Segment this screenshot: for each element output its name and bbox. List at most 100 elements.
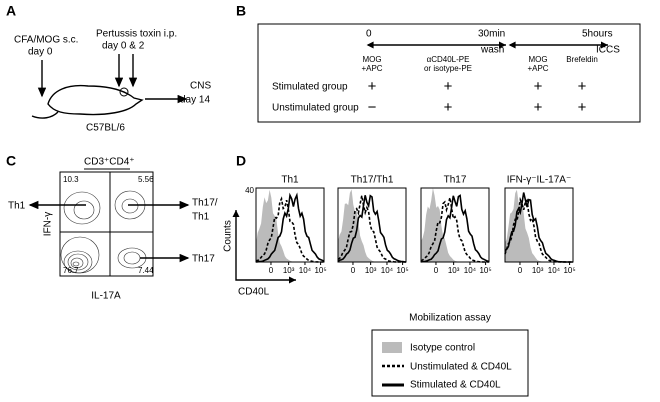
- injection-text: CFA/MOG s.c.: [14, 35, 78, 46]
- row-label: Stimulated group: [272, 82, 348, 93]
- time-label: 5hours: [582, 29, 613, 40]
- y-axis-label: Counts: [223, 220, 234, 252]
- column-label: or isotype-PE: [424, 64, 472, 73]
- mouse: [31, 84, 144, 119]
- x-tick-label: 10⁴: [299, 266, 312, 275]
- time-label: 30min: [478, 29, 505, 40]
- plot-title: Th17/Th1: [351, 175, 394, 186]
- protocol-box: [257, 23, 641, 123]
- panel-b: B 0 30min 5hours wash ICCS MOG+APCαCD40L…: [236, 3, 641, 123]
- column-label: +APC: [527, 64, 548, 73]
- row-mark: +: [444, 99, 453, 116]
- x-tick-label: 10⁵: [396, 266, 408, 275]
- panel-label: A: [6, 3, 16, 19]
- plot-frame: [504, 187, 574, 263]
- row-mark: +: [578, 78, 587, 95]
- x-tick-label: 0: [518, 266, 523, 275]
- unstimulated-curve: [255, 196, 324, 263]
- panel-label: D: [236, 153, 246, 169]
- gate-label: Th17/: [192, 198, 218, 209]
- target-text: CNS: [190, 81, 211, 92]
- row-mark: +: [534, 99, 543, 116]
- mouse-ear: [119, 87, 129, 97]
- column-label: Brefeldin: [566, 55, 598, 64]
- x-tick-label: 0: [351, 266, 356, 275]
- gate-label: Th1: [192, 212, 210, 223]
- x-tick-label: 10³: [532, 266, 544, 275]
- rows: Stimulated group + + + + Unstimulated group − +…: [272, 78, 587, 116]
- row-mark: +: [368, 78, 377, 95]
- x-tick-label: 10⁵: [479, 266, 491, 275]
- column-label: +APC: [361, 64, 382, 73]
- plot-title: IFN-γ⁻IL-17A⁻: [507, 175, 571, 186]
- legend-item: Unstimulated & CD40L: [410, 362, 512, 373]
- isotype-curve: [505, 189, 573, 262]
- x-tick-label: 10³: [448, 266, 460, 275]
- x-tick-label: 10⁵: [563, 266, 575, 275]
- row-label: Unstimulated group: [272, 103, 359, 114]
- panel-label: C: [6, 153, 16, 169]
- legend-item: Stimulated & CD40L: [410, 380, 501, 391]
- x-tick-label: 10³: [283, 266, 295, 275]
- injection-text: day 0 & 2: [102, 41, 145, 52]
- legend-box: [371, 329, 529, 397]
- stimulated-curve: [420, 194, 490, 263]
- column-label: αCD40L-PE: [427, 55, 470, 64]
- column-label: MOG: [528, 55, 547, 64]
- step-label: ICCS: [596, 45, 620, 56]
- x-tick-label: 0: [269, 266, 274, 275]
- column-label: MOG: [362, 55, 381, 64]
- quadrant-value: 5.56: [138, 175, 154, 184]
- quadrant-value: 10.3: [63, 175, 79, 184]
- injection-text: day 0: [28, 47, 53, 58]
- plot-frame: [59, 171, 154, 277]
- legend-swatch: [382, 342, 402, 353]
- isotype-curve: [256, 189, 324, 262]
- stimulated-curve: [337, 194, 407, 263]
- quadrant-value: 76.7: [63, 266, 79, 275]
- x-tick-label: 10³: [365, 266, 377, 275]
- mouse-strain: C57BL/6: [86, 123, 125, 134]
- gate-label: Th17: [192, 254, 215, 265]
- y-tick-label: 40: [245, 186, 254, 195]
- quadrant-value: 7.44: [138, 266, 154, 275]
- plot-frame: [255, 187, 325, 263]
- panel-a: A CFA/MOG s.c. day 0 Pertussis toxin i.p…: [6, 3, 211, 134]
- row-mark: −: [368, 99, 377, 116]
- plot-title: Th1: [281, 175, 299, 186]
- x-tick-label: 10⁵: [314, 266, 326, 275]
- panel-label: B: [236, 3, 246, 19]
- row-mark: +: [534, 78, 543, 95]
- plot-frame: [420, 187, 490, 263]
- plot-title: CD3⁺CD4⁺: [84, 157, 135, 168]
- x-tick-label: 10⁴: [464, 266, 477, 275]
- y-axis-label: IFN-γ: [43, 212, 54, 236]
- axis-arrow: [235, 212, 296, 284]
- isotype-curve: [338, 189, 406, 262]
- plot-frame: [337, 187, 407, 263]
- time-label: 0: [366, 29, 372, 40]
- row-mark: +: [444, 78, 453, 95]
- legend-item: Isotype control: [410, 343, 475, 354]
- isotype-curve: [421, 187, 489, 262]
- panel-c: C CD3⁺CD4⁺ 10.3 5.56 76.7 7.44 IFN-γ IL-…: [6, 153, 218, 302]
- injection-text: Pertussis toxin i.p.: [96, 29, 177, 40]
- gate-label: Th1: [8, 201, 26, 212]
- x-tick-label: 0: [434, 266, 439, 275]
- legend: Mobilization assay Isotype control Unsti…: [371, 313, 529, 397]
- target-text: day 14: [180, 95, 210, 106]
- step-label: wash: [480, 45, 504, 56]
- x-axis-label: IL-17A: [91, 291, 121, 302]
- stimulated-curve: [255, 192, 325, 263]
- row-mark: +: [578, 99, 587, 116]
- legend-title: Mobilization assay: [409, 313, 491, 324]
- x-tick-label: 10⁴: [548, 266, 561, 275]
- x-axis-label: CD40L: [238, 287, 270, 298]
- plot-title: Th17: [444, 175, 467, 186]
- x-tick-label: 10⁴: [381, 266, 394, 275]
